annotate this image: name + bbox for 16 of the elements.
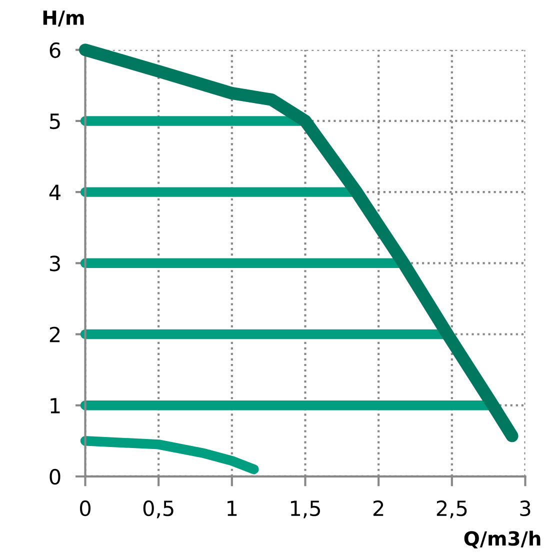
y-tick-label: 6 — [50, 42, 60, 58]
y-axis-title: H/m — [43, 10, 84, 27]
x-tick-label: 0 — [80, 500, 90, 516]
y-tick-label: 3 — [50, 256, 60, 272]
y-tick-label: 5 — [50, 114, 60, 130]
x-axis-title: Q/m3/h — [464, 530, 540, 548]
x-tick-label: 1 — [228, 500, 237, 516]
y-tick-label: 2 — [50, 326, 60, 342]
x-tick-label: 2,5 — [436, 500, 467, 518]
y-tick-label: 0 — [50, 468, 60, 485]
y-tick-label: 1 — [50, 398, 60, 414]
x-tick-label: 2 — [373, 500, 384, 516]
x-tick-label: 3 — [520, 500, 530, 516]
x-tick-label: 1,5 — [290, 500, 320, 518]
y-tick-label: 4 — [49, 184, 60, 200]
x-tick-label: 0,5 — [143, 500, 174, 518]
